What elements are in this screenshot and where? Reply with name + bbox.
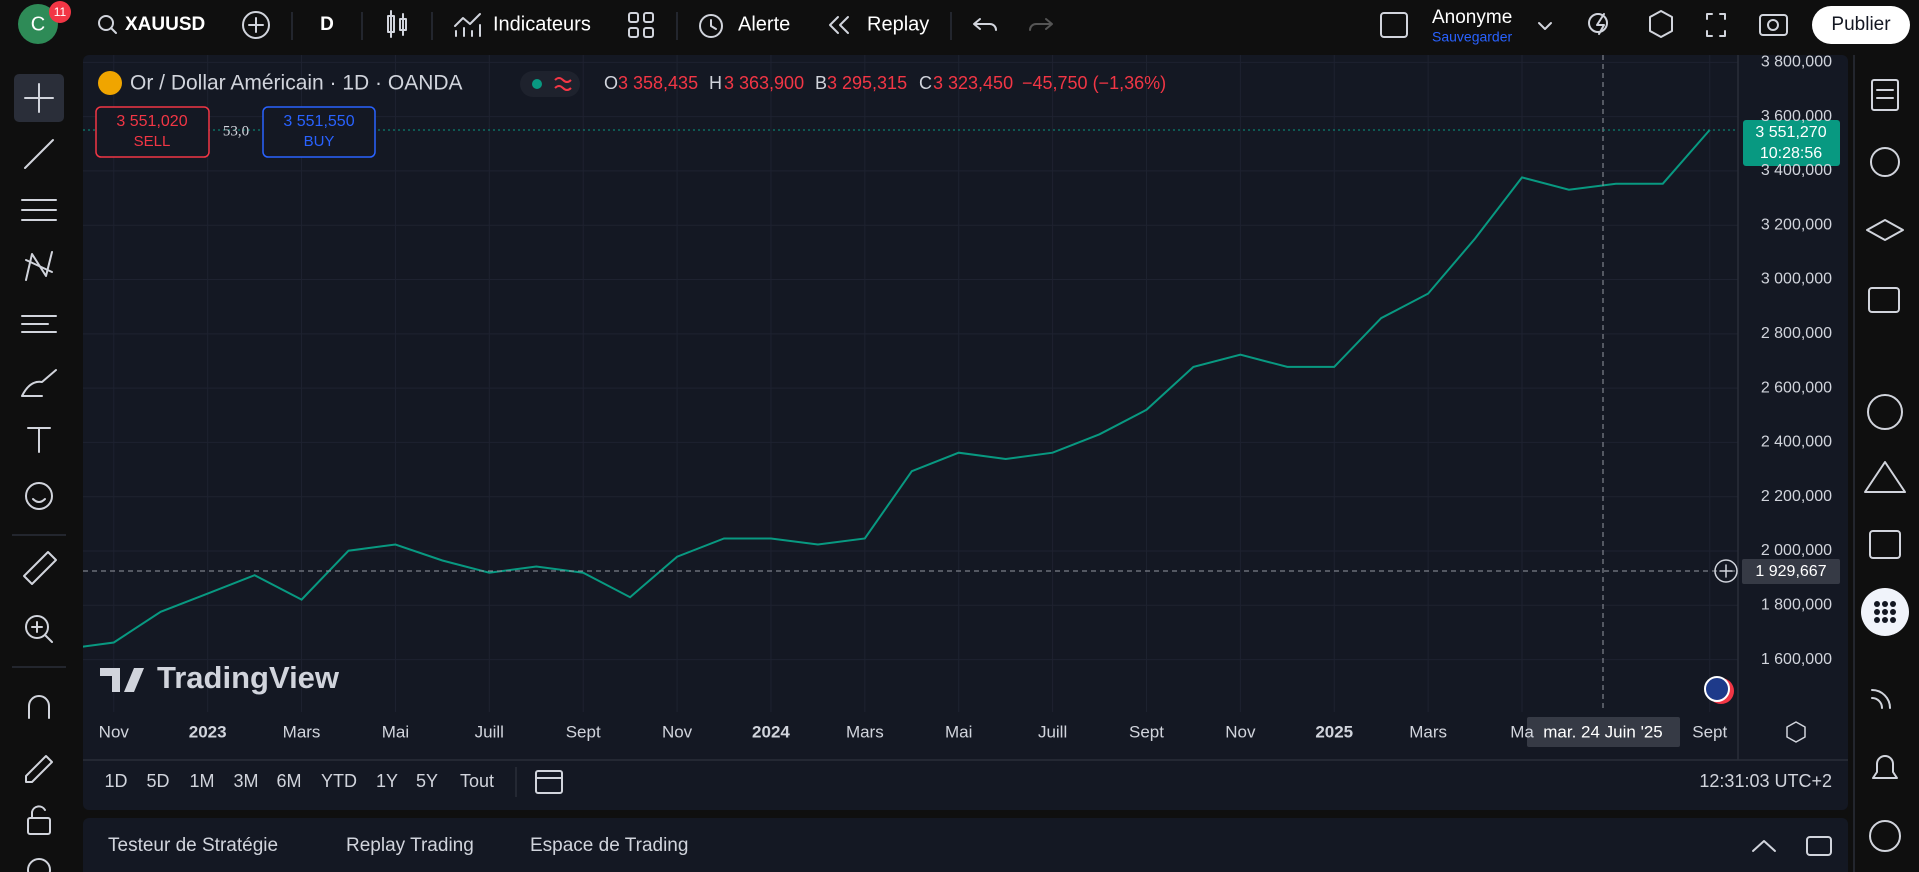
sell-label: SELL (134, 133, 171, 150)
chart-panel (83, 55, 1848, 810)
x-tick-label: Mars (1409, 722, 1447, 741)
replay[interactable]: Replay (867, 13, 929, 35)
y-tick-label: 2 800,000 (1761, 325, 1832, 342)
x-tick-label: Sept (1129, 722, 1164, 741)
bottom-tab[interactable]: Replay Trading (346, 835, 474, 856)
range-button[interactable]: 1D (104, 771, 127, 791)
x-tick-label: 2024 (752, 722, 790, 741)
spread: 53,0 (223, 123, 249, 139)
range-button[interactable]: 6M (276, 771, 301, 791)
y-tick-label: 2 400,000 (1761, 434, 1832, 451)
range-button[interactable]: 3M (233, 771, 258, 791)
x-tick-label: 2023 (189, 722, 227, 741)
x-tick-label: Juill (475, 722, 504, 741)
buy-label: BUY (304, 133, 335, 150)
y-tick-label: 3 600,000 (1761, 108, 1832, 125)
x-tick-label: Nov (99, 722, 130, 741)
range-button[interactable]: 1Y (376, 771, 398, 791)
status-pill[interactable] (520, 71, 580, 97)
y-tick-label: 3 800,000 (1761, 54, 1832, 71)
range-button[interactable]: 5Y (416, 771, 438, 791)
user-name[interactable]: Anonyme (1432, 7, 1512, 28)
y-tick-label: 2 200,000 (1761, 488, 1832, 505)
x-tick-label: Mai (945, 722, 972, 741)
indicators[interactable]: Indicateurs (493, 13, 591, 35)
ohlc-label: O (604, 73, 618, 93)
x-tick-label: Juill (1038, 722, 1067, 741)
symbol[interactable]: XAUUSD (125, 14, 205, 35)
badge-count: 11 (54, 5, 67, 19)
x-tick-label: Nov (662, 722, 693, 741)
sell-price: 3 551,020 (116, 113, 187, 130)
change: −45,750 (−1,36%) (1022, 73, 1166, 93)
interval[interactable]: D (320, 14, 334, 35)
save[interactable]: Sauvegarder (1432, 29, 1513, 45)
bottom-tabs: Testeur de Stratégie Replay Trading Espace… (108, 835, 688, 856)
range-button[interactable]: Tout (460, 771, 494, 791)
x-tick-label: Mars (846, 722, 884, 741)
x-tick-label: Mars (283, 722, 321, 741)
apps-dots (1874, 601, 1896, 623)
clock[interactable]: 12:31:03 UTC+2 (1699, 771, 1832, 791)
ohlc-value: 3 295,315 (827, 73, 907, 93)
bar-countdown: 10:28:56 (1760, 145, 1822, 162)
y-tick-label: 1 600,000 (1761, 651, 1832, 668)
ohlc-label: B (815, 73, 827, 93)
range-button[interactable]: YTD (321, 771, 357, 791)
alert[interactable]: Alerte (738, 13, 790, 35)
legend-title: Or / Dollar Américain · 1D · OANDA (130, 72, 463, 95)
buy-price: 3 551,550 (283, 113, 354, 130)
range-button[interactable]: 5D (146, 771, 169, 791)
y-tick-label: 3 000,000 (1761, 271, 1832, 288)
x-tick-label: Ma (1510, 722, 1534, 741)
y-tick-label: 1 800,000 (1761, 597, 1832, 614)
crosshair-price: 1 929,667 (1755, 563, 1826, 580)
range-bar: 1D 5D 1M 3M 6M YTD 1Y 5Y Tout (104, 771, 494, 791)
last-price: 3 551,270 (1755, 124, 1826, 141)
x-tick-label: Sept (1692, 722, 1727, 741)
y-tick-label: 2 000,000 (1761, 542, 1832, 559)
crosshair-date: mar. 24 Juin '25 (1543, 722, 1662, 741)
range-button[interactable]: 1M (189, 771, 214, 791)
symbol-logo (98, 71, 122, 95)
ohlc-value: 3 358,435 (618, 73, 698, 93)
bottom-tab[interactable]: Espace de Trading (530, 835, 688, 856)
ohlc-label: C (919, 73, 932, 93)
ohlc-value: 3 363,900 (724, 73, 804, 93)
y-tick-label: 3 200,000 (1761, 216, 1832, 233)
x-tick-label: Sept (566, 722, 601, 741)
ohlc-value: 3 323,450 (933, 73, 1013, 93)
ohlc-label: H (709, 73, 722, 93)
x-tick-label: Nov (1225, 722, 1256, 741)
bottom-tab[interactable]: Testeur de Stratégie (108, 835, 278, 856)
y-tick-label: 3 400,000 (1761, 162, 1832, 179)
avatar-letter: C (31, 13, 45, 35)
y-tick-label: 2 600,000 (1761, 379, 1832, 396)
x-tick-label: Mai (382, 722, 409, 741)
x-tick-label: 2025 (1315, 722, 1353, 741)
watermark-text: TradingView (157, 660, 340, 695)
publish-label: Publier (1831, 14, 1891, 35)
market-open-dot (532, 79, 542, 89)
